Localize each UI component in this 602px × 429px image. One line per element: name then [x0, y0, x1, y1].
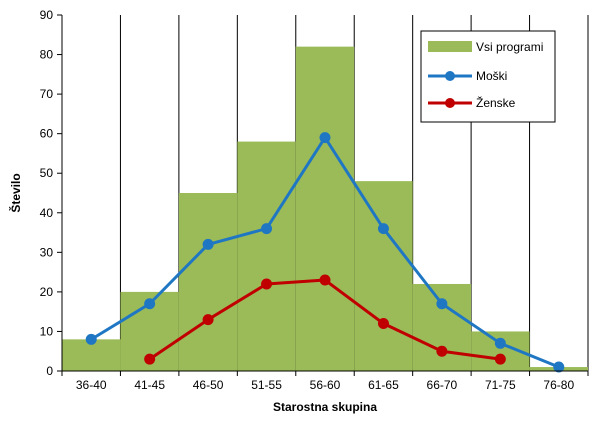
y-tick-label: 80	[40, 48, 54, 62]
data-point	[261, 278, 273, 290]
data-point	[85, 333, 97, 345]
data-point	[436, 298, 448, 310]
legend-marker-men	[445, 71, 455, 81]
data-point	[319, 274, 331, 286]
y-tick-label: 90	[40, 8, 54, 22]
data-point	[202, 238, 214, 250]
data-point	[319, 132, 331, 144]
data-point	[261, 223, 273, 235]
line-series	[85, 132, 565, 373]
x-tick-labels: 36-40 41-45 46-50 51-55 56-60 61-65 66-70 71-75…	[76, 378, 575, 392]
x-tick-label: 56-60	[310, 378, 341, 392]
legend: Vsi programi Moški Ženske	[420, 30, 556, 123]
y-tick-label: 30	[40, 245, 54, 259]
legend-swatch-bars	[428, 41, 472, 52]
y-tick-label: 70	[40, 87, 54, 101]
bar	[178, 193, 238, 371]
x-tick-label: 46-50	[193, 378, 224, 392]
x-axis-title: Starostna skupina	[273, 400, 377, 414]
x-tick-label: 76-80	[543, 378, 574, 392]
y-axis-title: Število	[8, 173, 23, 212]
bar	[237, 141, 296, 371]
data-point	[144, 353, 156, 365]
x-tick-label: 41-45	[134, 378, 165, 392]
data-point	[144, 298, 156, 310]
data-point	[377, 318, 389, 330]
data-point	[377, 223, 389, 235]
x-tick-label: 66-70	[427, 378, 458, 392]
legend-marker-women	[445, 98, 455, 108]
x-tick-label: 36-40	[76, 378, 107, 392]
data-point	[494, 353, 506, 365]
y-tick-label: 40	[40, 206, 54, 220]
data-point	[494, 337, 506, 349]
x-tick-label: 51-55	[251, 378, 282, 392]
data-point	[553, 361, 565, 373]
legend-label-men: Moški	[476, 69, 507, 83]
data-point	[436, 345, 448, 357]
data-point	[202, 314, 214, 326]
bar	[412, 283, 472, 371]
bar	[354, 181, 413, 371]
y-tick-label: 50	[40, 166, 54, 180]
y-tick-label: 20	[40, 285, 54, 299]
axes	[57, 14, 589, 376]
bar	[295, 46, 355, 372]
legend-label-women: Ženske	[476, 95, 516, 110]
y-tick-labels: 0 10 20 30 40 50 60 70 80 90	[40, 8, 54, 378]
y-tick-label: 60	[40, 127, 54, 141]
x-tick-label: 61-65	[368, 378, 399, 392]
y-tick-label: 0	[46, 364, 53, 378]
legend-label-bars: Vsi programi	[476, 40, 543, 54]
y-tick-label: 10	[40, 324, 54, 338]
x-tick-label: 71-75	[485, 378, 516, 392]
